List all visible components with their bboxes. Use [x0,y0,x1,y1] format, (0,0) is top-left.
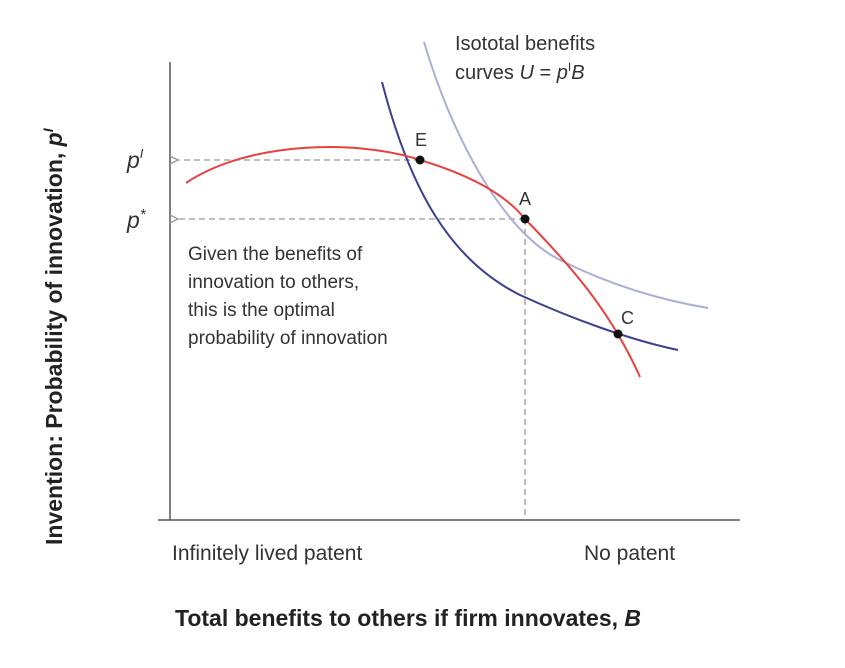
point-c-label: C [621,308,634,328]
isototal-label-line2: curves U = pIB [455,60,585,84]
isototal-curve-high [423,41,709,309]
annotation-line-3: this is the optimal [188,300,335,321]
point-e [415,155,425,165]
annotation-line-1: Given the benefits of [188,244,363,265]
innovation-curve [185,146,641,378]
y-tick-lower: p* [126,206,147,233]
y-tick-upper: pI [126,146,144,173]
point-c [613,329,623,339]
point-a-label: A [519,189,531,209]
y-axis-label: Invention: Probability of innovation, pI [40,127,67,545]
x-tick-left: Infinitely lived patent [172,542,362,565]
point-e-label: E [415,130,427,150]
annotation-line-4: probability of innovation [188,328,388,349]
isototal-label-line1: Isototal benefits [455,33,595,55]
annotation-line-2: innovation to others, [188,272,359,293]
point-a [520,214,530,224]
x-axis-label: Total benefits to others if firm innovat… [175,605,641,631]
x-tick-right: No patent [584,542,675,565]
isototal-curve-low [381,81,679,351]
